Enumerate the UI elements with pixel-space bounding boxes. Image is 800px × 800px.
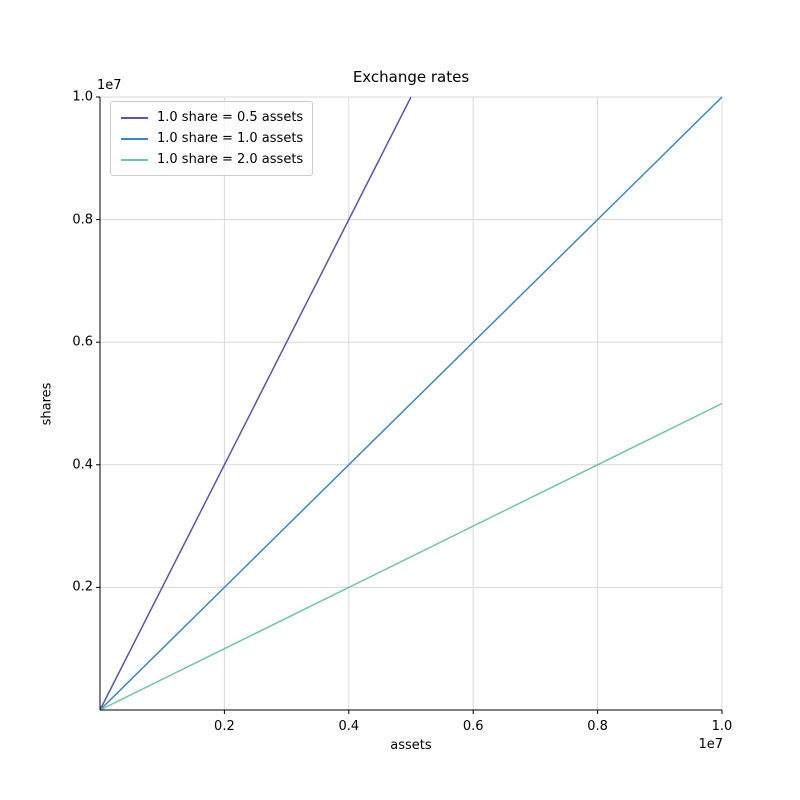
x-tick-label: 1.0 xyxy=(711,719,733,734)
x-axis-offset-text: 1e7 xyxy=(698,737,723,752)
y-tick-label: 0.8 xyxy=(72,212,93,228)
x-axis-label: assets xyxy=(390,738,432,753)
y-axis-offset-text: 1e7 xyxy=(97,78,122,93)
x-tick-label: 0.8 xyxy=(587,719,608,734)
y-axis-label: shares xyxy=(39,382,55,426)
x-tick-label: 0.4 xyxy=(338,719,360,734)
series-line xyxy=(99,96,412,711)
legend-line-swatch xyxy=(121,158,148,161)
x-tick-label: 0.6 xyxy=(462,719,484,734)
legend-label: 1.0 share = 1.0 assets xyxy=(157,131,304,146)
legend-entry: 1.0 share = 0.5 assets xyxy=(117,107,303,128)
y-tick-label: 1.0 xyxy=(72,89,93,105)
x-tick-label: 0.2 xyxy=(214,719,235,734)
chart-title: Exchange rates xyxy=(352,68,470,86)
y-tick-label: 0.6 xyxy=(72,334,93,350)
series-line xyxy=(99,96,723,711)
legend: 1.0 share = 0.5 assets 1.0 share = 1.0 as… xyxy=(110,101,314,176)
y-tick-label: 0.4 xyxy=(72,457,93,473)
legend-entry: 1.0 share = 1.0 assets xyxy=(117,128,303,149)
legend-line-swatch xyxy=(121,137,148,140)
legend-line-swatch xyxy=(121,116,148,119)
legend-entry: 1.0 share = 2.0 assets xyxy=(117,149,303,170)
y-tick-label: 0.2 xyxy=(72,579,93,595)
legend-label: 1.0 share = 0.5 assets xyxy=(157,110,304,125)
legend-label: 1.0 share = 2.0 assets xyxy=(157,152,304,167)
series-line xyxy=(99,402,723,711)
